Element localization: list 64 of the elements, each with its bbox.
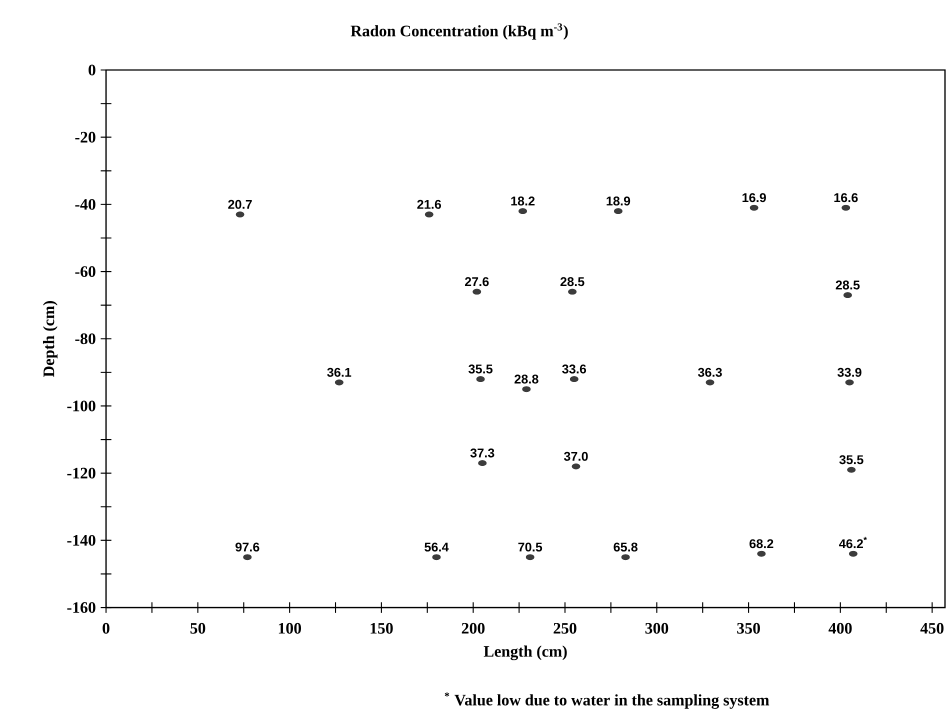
annotation: 20.7	[228, 200, 252, 209]
annotation: 70.5	[518, 542, 542, 552]
point	[570, 376, 578, 382]
x-tick-label: 400	[828, 622, 852, 634]
point	[526, 554, 534, 560]
point	[522, 386, 531, 392]
x-tick-label: 250	[554, 622, 576, 634]
y-tick-label: -140	[67, 534, 96, 546]
annotation: 35.5	[468, 364, 493, 374]
x-tick-label: 300	[645, 622, 668, 634]
annotation: 68.2	[750, 539, 774, 548]
annotation: 18.2	[511, 196, 535, 206]
annotation: 56.4	[424, 542, 449, 552]
x-tick-label: 450	[920, 622, 944, 634]
y-tick-label: -20	[75, 132, 96, 143]
point	[476, 376, 485, 382]
point	[243, 554, 252, 560]
annotation: 65.8	[614, 542, 638, 552]
annotation: 33.9	[838, 368, 862, 377]
annotation: 46.2$^{*}$	[839, 536, 867, 548]
annotation: 35.5	[839, 455, 864, 464]
point	[847, 466, 856, 473]
y-tick-label: -40	[75, 199, 96, 210]
annotation: 16.9	[742, 193, 766, 202]
point	[621, 554, 630, 560]
annotation: 37.3	[470, 448, 494, 458]
x-tick-label: 350	[737, 622, 760, 634]
y-tick-label: -80	[75, 333, 96, 344]
annotation: 21.6	[417, 200, 442, 209]
point	[848, 550, 858, 557]
x-tick-label: 100	[278, 622, 302, 634]
annotation: 27.6	[464, 277, 489, 286]
y-tick-label: -60	[75, 266, 96, 278]
annotation: 28.5	[836, 280, 860, 290]
x-tick-label: 0	[102, 622, 110, 634]
point	[750, 204, 758, 211]
annotation: 36.3	[698, 368, 722, 377]
annotation: 33.6	[562, 364, 586, 374]
annotation: 97.6	[236, 542, 260, 552]
point	[472, 288, 482, 295]
point	[843, 292, 852, 298]
x-tick-label: 150	[370, 622, 393, 634]
text: $^{*}$ Value low due to water in the sampling system	[444, 692, 770, 709]
x-axis-title: Length (cm)	[484, 646, 567, 660]
annotation: 36.1	[327, 368, 352, 377]
x-tick-label: 200	[462, 622, 485, 634]
annotation: 18.9	[606, 196, 630, 206]
y-tick-label: 0	[88, 64, 96, 76]
annotation: 16.6	[834, 193, 858, 202]
point	[614, 208, 622, 214]
annotation: 28.5	[560, 277, 584, 286]
y-axis-title: Depth (cm)	[42, 301, 58, 377]
x-tick-label: 50	[190, 622, 206, 634]
annotation: 37.0	[564, 452, 588, 461]
point	[757, 550, 766, 557]
point	[842, 204, 850, 211]
chart-title: Radon Concentration (kBq m$^{-3}$)	[350, 23, 568, 40]
point	[478, 460, 487, 466]
annotation: 28.8	[514, 374, 538, 384]
point	[432, 554, 441, 560]
y-tick-label: -160	[67, 602, 96, 613]
point	[568, 288, 577, 295]
y-tick-label: -100	[67, 400, 96, 412]
y-tick-label: -120	[67, 468, 96, 479]
